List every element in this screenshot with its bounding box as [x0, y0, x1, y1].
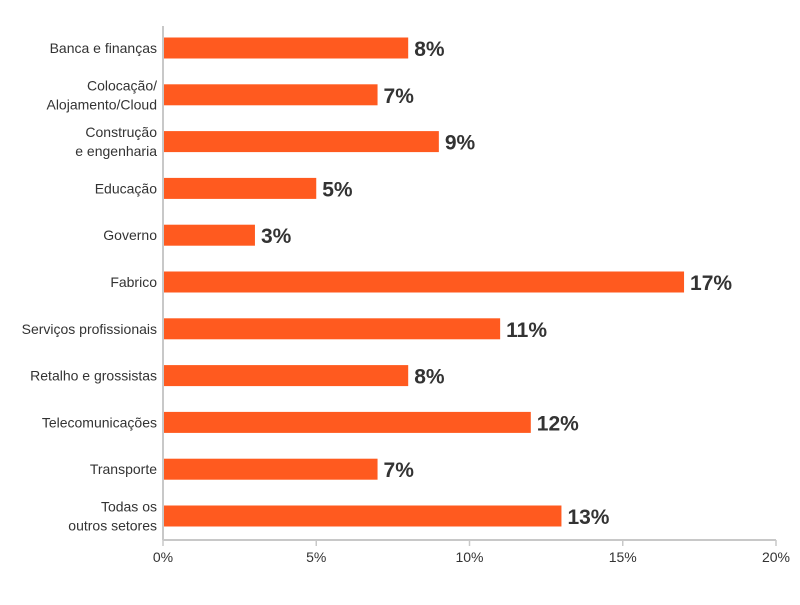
category-label-line: Educação — [95, 180, 157, 196]
category-label: Transporte — [90, 461, 157, 477]
x-tick-label: 0% — [153, 549, 173, 565]
category-label: Fabrico — [110, 274, 157, 290]
bar — [164, 131, 439, 153]
category-label-line: Serviços profissionais — [22, 321, 157, 337]
category-label-line: Colocação/ — [87, 77, 157, 93]
bar — [164, 177, 317, 199]
category-label-line: Governo — [103, 227, 157, 243]
bar — [164, 458, 378, 480]
data-label: 11% — [506, 319, 547, 342]
bar — [164, 224, 255, 246]
data-label: 13% — [567, 506, 609, 529]
data-label: 12% — [537, 412, 579, 435]
data-label: 7% — [384, 459, 415, 482]
category-label: Todas os outros setores — [68, 499, 157, 534]
category-label-line: Banca e finanças — [50, 40, 157, 56]
data-label: 9% — [445, 132, 476, 155]
category-label-line: Todas os — [101, 499, 157, 515]
category-label-line: Telecomunicações — [42, 414, 157, 430]
data-label: 17% — [690, 272, 732, 295]
category-label: Construção e engenharia — [75, 124, 157, 159]
category-label: Serviços profissionais — [22, 321, 157, 337]
data-label: 8% — [414, 366, 445, 389]
data-label: 5% — [322, 178, 353, 201]
category-label: Colocação/Alojamento/Cloud — [46, 77, 157, 112]
category-label-line: Construção — [85, 124, 157, 140]
bar — [164, 365, 409, 387]
bar — [164, 37, 409, 59]
x-tick-label: 5% — [306, 549, 326, 565]
category-label: Governo — [103, 227, 157, 243]
category-label: Retalho e grossistas — [30, 368, 157, 384]
bar — [164, 411, 531, 433]
data-label: 7% — [384, 85, 415, 108]
category-label-line: Fabrico — [110, 274, 157, 290]
category-label-line: Alojamento/Cloud — [46, 96, 157, 112]
bar — [164, 318, 501, 340]
bar — [164, 505, 562, 527]
x-tick-label: 10% — [455, 549, 483, 565]
x-tick-label: 20% — [762, 549, 790, 565]
category-label-line: Transporte — [90, 461, 157, 477]
category-label-line: e engenharia — [75, 143, 157, 159]
bar — [164, 84, 378, 106]
category-label-line: outros setores — [68, 518, 157, 534]
category-label: Telecomunicações — [42, 414, 157, 430]
bar — [164, 271, 685, 293]
category-label: Educação — [95, 180, 157, 196]
data-label: 3% — [261, 225, 292, 248]
x-tick-label: 15% — [609, 549, 637, 565]
category-label: Banca e finanças — [50, 40, 157, 56]
data-label: 8% — [414, 38, 445, 61]
category-label-line: Retalho e grossistas — [30, 368, 157, 384]
